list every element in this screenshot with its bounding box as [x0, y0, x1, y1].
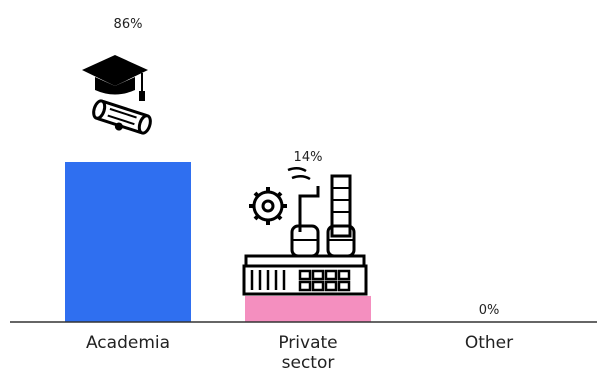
category-labels-group: Academia Private sector Other — [86, 333, 513, 373]
category-label-private-sector: Private sector — [278, 333, 337, 373]
value-label-academia: 86% — [114, 17, 143, 32]
bars-group — [65, 162, 371, 322]
category-label-other: Other — [465, 333, 513, 353]
bar-private-sector — [245, 295, 371, 322]
category-label-line: Other — [465, 333, 513, 353]
value-label-other: 0% — [479, 303, 500, 318]
value-label-private-sector: 14% — [294, 150, 323, 165]
category-label-line: sector — [282, 353, 335, 373]
graduation-cap-diploma-icon — [82, 55, 152, 135]
category-label-line: Private — [278, 333, 337, 353]
category-label-line: Academia — [86, 333, 170, 353]
value-labels-group: 86% 14% 0% — [114, 17, 500, 318]
icons-group — [82, 55, 368, 296]
category-label-academia: Academia — [86, 333, 170, 353]
factory-icon — [242, 167, 368, 296]
bar-academia — [65, 162, 191, 322]
